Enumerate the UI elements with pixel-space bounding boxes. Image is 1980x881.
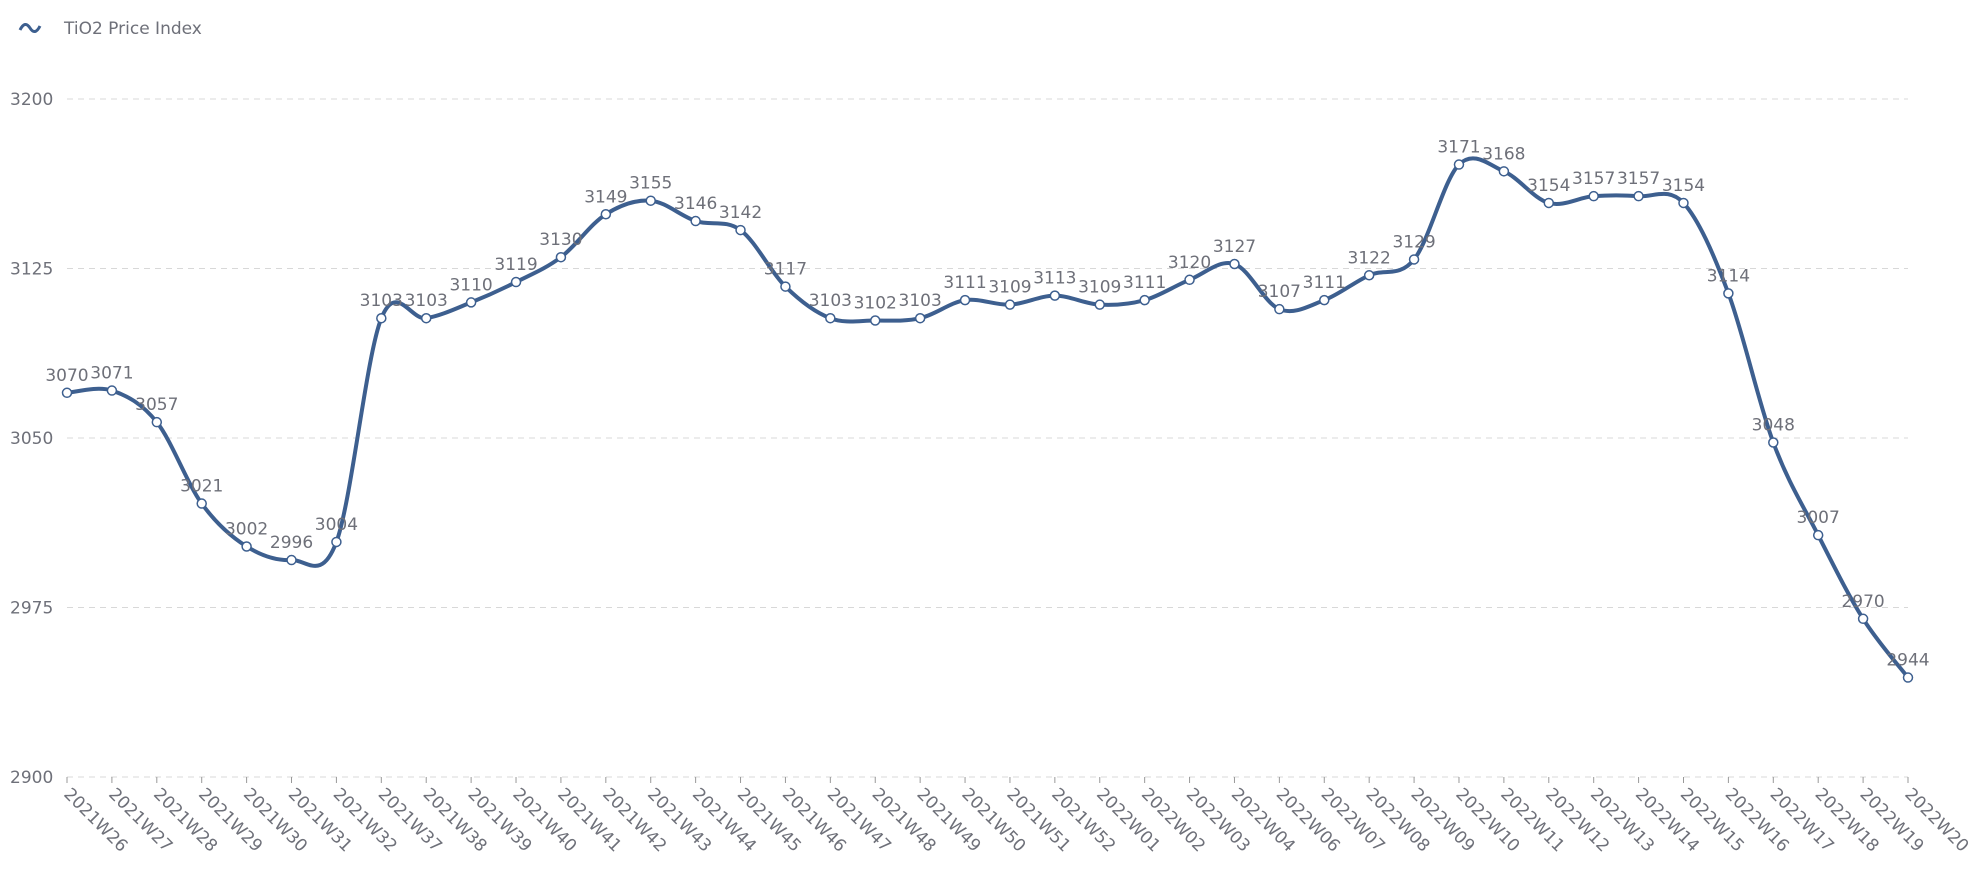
point xyxy=(1408,254,1420,265)
data-label: 3171 xyxy=(1437,138,1480,158)
point xyxy=(1139,294,1150,306)
point xyxy=(151,416,163,428)
point xyxy=(331,536,342,548)
point xyxy=(420,312,432,324)
data-label: 3113 xyxy=(1033,269,1076,289)
point xyxy=(600,209,612,220)
point xyxy=(780,281,791,292)
data-label: 3122 xyxy=(1348,248,1391,268)
data-label: 3155 xyxy=(629,174,672,194)
point xyxy=(241,541,252,552)
data-label: 3070 xyxy=(45,366,88,386)
point xyxy=(1184,274,1195,286)
point xyxy=(1902,672,1914,683)
data-label: 3111 xyxy=(1303,273,1346,293)
data-label: 3149 xyxy=(584,187,627,207)
data-label: 3071 xyxy=(90,364,133,384)
point xyxy=(465,297,477,308)
data-label: 3109 xyxy=(1078,278,1121,298)
point xyxy=(555,251,567,263)
data-label: 3142 xyxy=(719,203,762,223)
data-label: 3157 xyxy=(1617,169,1660,189)
point xyxy=(1363,270,1375,281)
data-label: 3048 xyxy=(1752,416,1795,436)
data-label: 3110 xyxy=(449,275,492,295)
point xyxy=(1229,258,1240,270)
data-label: 3129 xyxy=(1392,232,1435,252)
point xyxy=(510,276,522,288)
data-label: 2996 xyxy=(270,533,313,553)
point xyxy=(196,498,207,509)
data-label: 3117 xyxy=(764,260,807,280)
legend[interactable]: TiO2 Price Index xyxy=(18,19,202,39)
point xyxy=(1094,299,1106,310)
point xyxy=(1049,290,1061,301)
data-label: 3109 xyxy=(988,278,1031,298)
data-label: 3004 xyxy=(315,515,358,535)
point xyxy=(1543,197,1555,209)
data-label: 3168 xyxy=(1482,144,1525,164)
point xyxy=(735,224,746,236)
data-label: 3157 xyxy=(1572,169,1615,189)
data-label: 3114 xyxy=(1707,266,1750,286)
legend-label: TiO2 Price Index xyxy=(63,19,202,39)
data-label: 3111 xyxy=(1123,273,1166,293)
data-label: 3127 xyxy=(1213,237,1256,257)
point xyxy=(1633,190,1644,202)
data-label: 2944 xyxy=(1886,651,1929,671)
data-label: 3057 xyxy=(135,395,178,415)
data-label: 3002 xyxy=(225,519,268,539)
data-label: 3146 xyxy=(674,194,717,214)
point xyxy=(1678,197,1689,209)
y-tick-label: 3200 xyxy=(10,90,53,110)
data-label: 3103 xyxy=(899,291,942,311)
point xyxy=(645,195,656,206)
y-tick-label: 3125 xyxy=(10,260,53,280)
point xyxy=(869,315,881,326)
point xyxy=(1857,613,1869,625)
data-label: 3103 xyxy=(809,291,852,311)
data-label: 3007 xyxy=(1797,508,1840,528)
data-label: 3103 xyxy=(405,291,448,311)
point xyxy=(1004,299,1016,310)
legend-icon xyxy=(18,23,42,33)
series-line xyxy=(66,156,1910,679)
data-label: 3154 xyxy=(1662,176,1705,196)
point xyxy=(959,294,971,306)
point xyxy=(286,554,297,566)
data-label: 3120 xyxy=(1168,253,1211,273)
data-label: 3119 xyxy=(494,255,537,275)
point xyxy=(914,312,926,324)
data-label: 3154 xyxy=(1527,176,1570,196)
point xyxy=(61,387,73,399)
data-label: 3103 xyxy=(360,291,403,311)
point xyxy=(1768,437,1779,448)
point xyxy=(1588,190,1599,202)
y-tick-label: 3050 xyxy=(10,429,53,449)
data-label: 3102 xyxy=(854,293,897,313)
y-tick-label: 2900 xyxy=(10,768,53,788)
point xyxy=(690,215,701,227)
point xyxy=(1723,288,1734,299)
data-label: 2970 xyxy=(1841,592,1884,612)
point xyxy=(825,312,836,324)
point xyxy=(1319,294,1330,306)
data-label: 3107 xyxy=(1258,282,1301,302)
data-label: 3021 xyxy=(180,477,223,497)
point xyxy=(1498,166,1510,177)
point xyxy=(376,312,387,324)
data-label: 3111 xyxy=(943,273,986,293)
point xyxy=(106,385,118,396)
y-tick-label: 2975 xyxy=(10,599,53,619)
point xyxy=(1274,303,1285,315)
point xyxy=(1453,159,1465,170)
point xyxy=(1812,529,1824,541)
data-label: 3130 xyxy=(539,230,582,250)
